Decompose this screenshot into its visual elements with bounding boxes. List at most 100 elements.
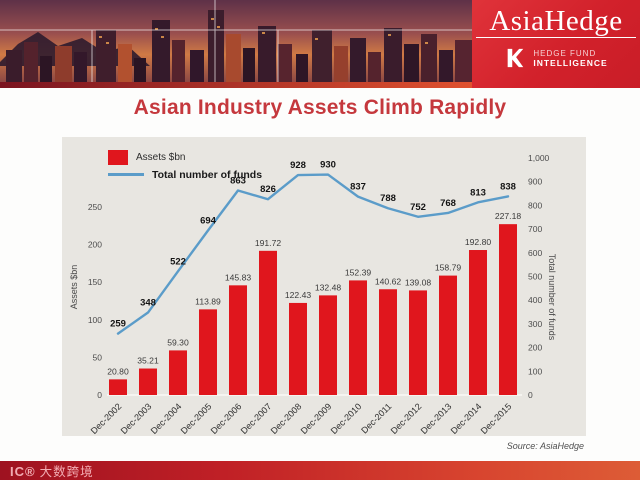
line-value-label: 838	[500, 181, 516, 192]
line-value-label: 837	[350, 182, 366, 193]
y-tick-left: 50	[93, 352, 103, 362]
bar-value-label: 113.89	[195, 296, 221, 306]
bar	[409, 290, 427, 395]
legend-label-funds: Total number of funds	[152, 168, 263, 181]
y-tick-right: 700	[528, 224, 542, 234]
x-tick-label: Dec-2008	[269, 401, 304, 436]
y-tick-right: 400	[528, 295, 542, 305]
y-tick-left: 0	[97, 390, 102, 400]
y-tick-left: 200	[88, 240, 102, 250]
logo-line2: INTELLIGENCE	[533, 57, 608, 68]
x-tick-label: Dec-2011	[359, 401, 393, 435]
brand-panel: AsiaHedge HEDGE FUND INTELLIGENCE	[472, 0, 640, 88]
bar-value-label: 140.62	[375, 276, 402, 286]
funds-line	[116, 173, 510, 335]
y-tick-right: 600	[528, 248, 542, 258]
logo-line1: HEDGE FUND	[533, 48, 597, 58]
legend-item-funds: Total number of funds	[108, 166, 262, 183]
hedge-fund-intelligence-icon	[507, 48, 524, 68]
bar-swatch-icon	[108, 150, 128, 165]
watermark-strip: IC® 大数跨境	[0, 461, 640, 480]
x-tick-label: Dec-2007	[239, 401, 274, 436]
bar-value-label: 158.79	[435, 263, 462, 273]
bar-value-label: 122.43	[285, 290, 312, 300]
legend-item-assets: Assets $bn	[108, 149, 262, 166]
bar	[289, 302, 307, 395]
bar	[349, 280, 367, 395]
bar-value-label: 145.83	[225, 272, 252, 282]
y-tick-left: 250	[88, 202, 102, 212]
y-axis-label-right: Total number of funds	[547, 253, 557, 341]
chart-legend: Assets $bn Total number of funds	[108, 149, 262, 183]
line-value-label: 930	[320, 160, 336, 171]
line-value-label: 259	[110, 319, 126, 330]
y-tick-right: 200	[528, 343, 542, 353]
y-axis-label-left: Assets $bn	[69, 264, 79, 310]
window-lights	[99, 18, 428, 44]
watermark-logo: IC®	[10, 464, 36, 479]
line-swatch-icon	[108, 173, 144, 176]
x-tick-label: Dec-2014	[449, 401, 484, 436]
x-tick-label: Dec-2005	[179, 401, 214, 436]
line-value-label: 752	[410, 202, 426, 213]
x-tick-label: Dec-2009	[299, 401, 334, 436]
line-value-label: 813	[470, 187, 486, 198]
bar-value-label: 192.80	[465, 237, 492, 247]
bar	[259, 250, 277, 395]
bar	[229, 285, 247, 395]
bar	[139, 368, 157, 395]
y-tick-right: 0	[528, 390, 533, 400]
y-tick-right: 500	[528, 272, 542, 282]
x-tick-label: Dec-2012	[389, 401, 424, 436]
x-tick-label: Dec-2013	[419, 401, 454, 436]
bar-value-label: 132.48	[315, 282, 342, 292]
bar	[109, 379, 127, 395]
page-title: Asian Industry Assets Climb Rapidly	[133, 96, 507, 119]
x-tick-label: Dec-2015	[479, 401, 514, 436]
bar-value-label: 227.18	[495, 211, 522, 221]
y-tick-right: 100	[528, 366, 542, 376]
bar-value-label: 191.72	[255, 238, 282, 248]
line-value-label: 694	[200, 216, 217, 227]
brand-name: AsiaHedge	[489, 5, 623, 37]
bar-value-label: 152.39	[345, 267, 372, 277]
y-tick-right: 900	[528, 177, 542, 187]
line-value-label: 768	[440, 198, 456, 209]
y-tick-left: 150	[88, 277, 102, 287]
y-tick-right: 300	[528, 319, 542, 329]
chart: 0 50 100 150 200 250 0 100 200 300 400 500 600 700 800…	[62, 137, 586, 436]
bar-value-label: 139.08	[405, 277, 432, 287]
bar-value-label: 35.21	[137, 356, 159, 366]
skyline-photo	[0, 0, 472, 88]
line-value-label: 348	[140, 298, 156, 309]
y-tick-left: 100	[88, 315, 102, 325]
bar	[199, 309, 217, 395]
photo-grid-lines	[0, 0, 472, 88]
y-tick-right: 1,000	[528, 153, 550, 163]
watermark-text: 大数跨境	[39, 465, 94, 479]
x-tick-label: Dec-2002	[89, 401, 124, 436]
bar	[169, 350, 187, 395]
bar	[469, 250, 487, 395]
header: AsiaHedge HEDGE FUND INTELLIGENCE	[0, 0, 640, 88]
bar	[439, 275, 457, 395]
x-tick-label: Dec-2003	[119, 401, 154, 436]
watermark: IC® 大数跨境	[10, 461, 94, 480]
chart-svg: 0 50 100 150 200 250 0 100 200 300 400 500 600 700 800…	[88, 153, 550, 436]
line-value-label: 788	[380, 193, 396, 204]
line-value-label: 826	[260, 184, 276, 195]
bar	[319, 295, 337, 395]
bar	[379, 289, 397, 395]
bar-value-label: 59.30	[167, 337, 189, 347]
line-value-label: 928	[290, 160, 306, 171]
line-value-label: 863	[230, 175, 246, 186]
brand-underline: AsiaHedge	[476, 6, 636, 38]
legend-label-assets: Assets $bn	[136, 152, 186, 163]
bar-value-label: 20.80	[107, 366, 129, 376]
source-note: Source: AsiaHedge	[506, 441, 584, 451]
buildings	[6, 10, 472, 88]
bar	[499, 224, 517, 395]
y-tick-right: 800	[528, 200, 542, 210]
x-tick-label: Dec-2004	[149, 401, 184, 436]
